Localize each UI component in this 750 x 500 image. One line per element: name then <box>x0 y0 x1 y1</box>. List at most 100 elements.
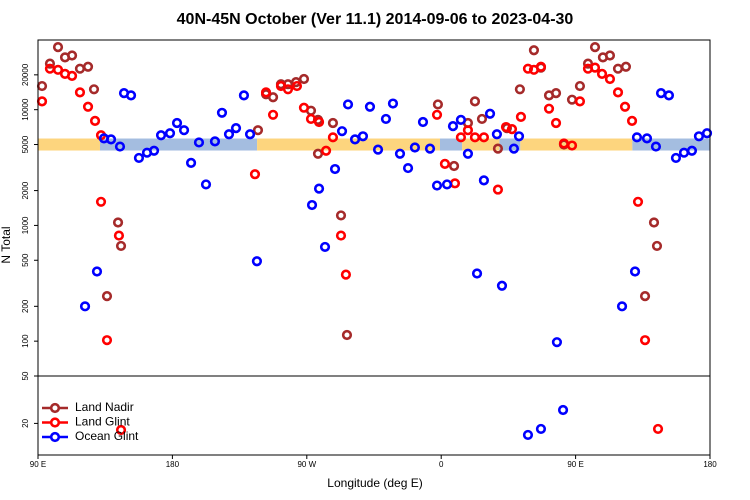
point <box>66 70 78 81</box>
point <box>596 68 608 79</box>
point <box>335 230 347 241</box>
point <box>267 92 279 103</box>
point <box>491 129 503 140</box>
point <box>641 133 653 144</box>
point <box>387 98 399 109</box>
y-tick-label: 50 <box>21 371 30 380</box>
point <box>566 94 578 105</box>
point <box>249 169 261 180</box>
surface-segment <box>440 138 463 151</box>
point <box>209 136 221 147</box>
point <box>619 101 631 112</box>
point <box>402 162 414 174</box>
point <box>469 96 481 107</box>
x-tick-label: 180 <box>703 460 717 469</box>
point <box>478 132 490 143</box>
point <box>349 134 361 145</box>
point <box>114 141 126 152</box>
point <box>335 210 347 221</box>
x-tick-label: 90 E <box>567 460 583 469</box>
point <box>89 115 101 126</box>
x-tick-label: 180 <box>166 460 180 469</box>
point <box>417 116 429 128</box>
point <box>629 266 641 277</box>
y-tick-label: 5000 <box>21 135 30 153</box>
point <box>113 230 125 241</box>
point <box>260 87 272 98</box>
point <box>589 62 601 73</box>
point <box>462 148 474 159</box>
point <box>282 84 294 95</box>
point <box>631 132 643 143</box>
point <box>535 61 547 72</box>
point <box>441 179 453 190</box>
point <box>522 429 534 441</box>
y-axis-label: N Total <box>0 226 13 263</box>
point <box>522 63 534 74</box>
point <box>612 87 624 98</box>
point <box>582 58 594 69</box>
point <box>550 117 562 129</box>
point <box>112 217 124 228</box>
point <box>329 163 341 175</box>
point <box>448 160 460 172</box>
point <box>306 199 318 211</box>
axes: 90 E 180 90 W 0 90 E 180 50 100 200 500 1000 2000 50… <box>21 39 717 469</box>
point <box>88 84 100 95</box>
point <box>574 80 586 92</box>
point <box>496 280 508 291</box>
point <box>66 50 78 61</box>
point <box>678 147 690 158</box>
point <box>648 217 660 228</box>
point <box>514 84 525 95</box>
point <box>506 124 518 135</box>
point <box>557 404 569 416</box>
point <box>431 109 443 120</box>
point <box>230 123 242 134</box>
y-tick-label: 500 <box>21 253 30 267</box>
point <box>455 114 467 126</box>
point <box>693 131 705 142</box>
point <box>327 132 339 143</box>
point <box>125 90 137 101</box>
point <box>508 143 520 154</box>
point <box>447 121 459 132</box>
point <box>431 180 443 191</box>
point <box>655 88 667 99</box>
point <box>604 50 616 61</box>
lower-panel-frame <box>37 375 711 456</box>
point <box>313 183 325 194</box>
point <box>79 301 91 312</box>
point <box>312 148 324 159</box>
point <box>604 73 616 85</box>
legend-marker <box>49 417 61 428</box>
point <box>185 157 197 168</box>
legend-label: Ocean Glint <box>75 429 139 443</box>
point <box>478 175 490 186</box>
point <box>515 111 527 122</box>
y-tick-label: 20000 <box>21 63 30 86</box>
point <box>115 240 127 252</box>
x-tick-label: 90 E <box>30 460 46 469</box>
y-tick-label: 10000 <box>21 98 30 121</box>
point <box>535 423 547 435</box>
point <box>305 113 317 125</box>
point <box>252 125 264 136</box>
point <box>82 61 94 72</box>
point <box>95 196 107 207</box>
surface-segment <box>499 138 521 151</box>
point <box>663 90 675 101</box>
y-tick-label: 1000 <box>21 216 30 234</box>
point <box>394 148 406 159</box>
point <box>612 63 624 74</box>
point <box>52 42 64 53</box>
point <box>200 179 212 190</box>
point <box>148 145 160 156</box>
point <box>626 115 638 126</box>
point <box>101 335 113 346</box>
legend-label: Land Nadir <box>75 400 134 414</box>
point <box>372 144 384 155</box>
y-tick-label: 200 <box>21 299 30 313</box>
surface-segment <box>257 138 441 151</box>
